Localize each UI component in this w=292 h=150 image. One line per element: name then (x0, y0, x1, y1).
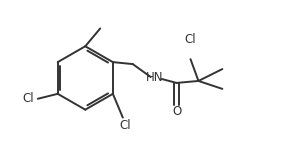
Text: Cl: Cl (22, 92, 34, 105)
Text: O: O (172, 105, 181, 118)
Text: Cl: Cl (119, 119, 131, 132)
Text: HN: HN (146, 71, 164, 84)
Text: Cl: Cl (185, 33, 196, 46)
